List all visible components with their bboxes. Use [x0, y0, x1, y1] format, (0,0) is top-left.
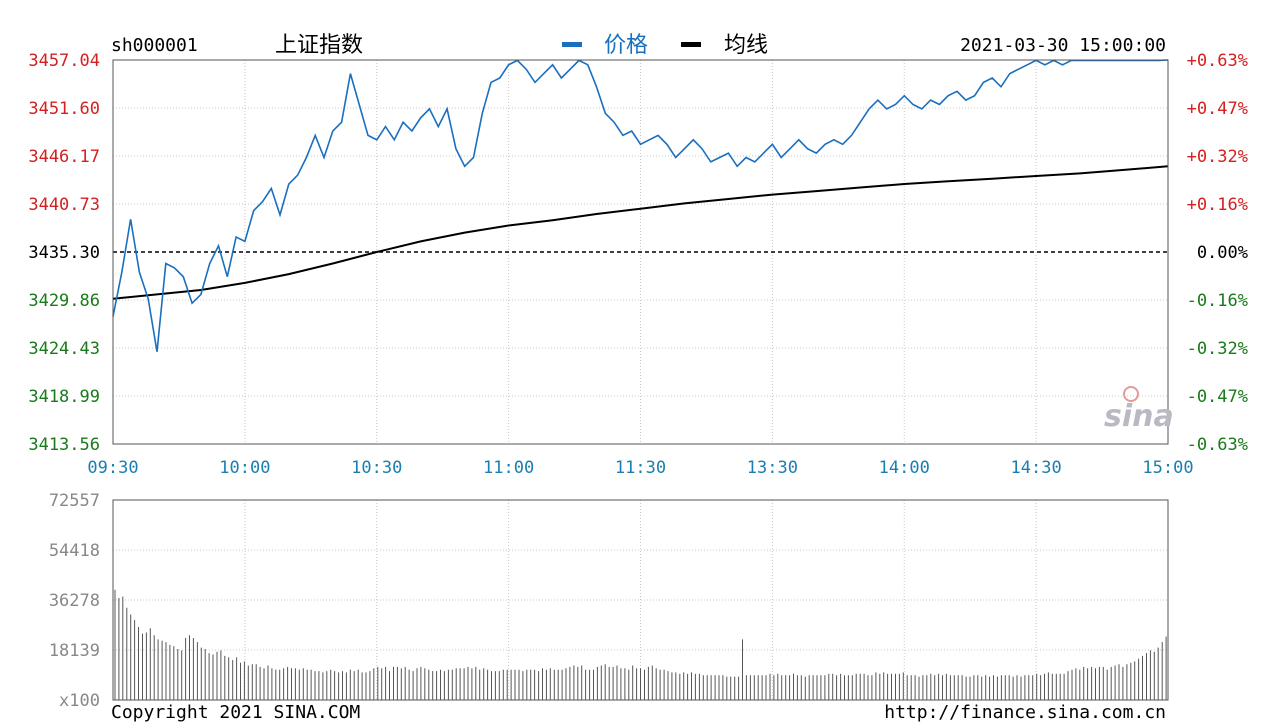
time-axis-labels: 09:30 10:00 10:30 11:00 11:30 13:30 14:00 14:30… [87, 458, 1193, 478]
x-tick: 09:30 [87, 458, 138, 478]
sina-eye-icon [1123, 386, 1139, 402]
volume-tick: 54418 [49, 541, 100, 561]
y-tick-right: +0.32% [1187, 147, 1248, 167]
x-tick: 13:30 [747, 458, 798, 478]
x-tick: 11:00 [483, 458, 534, 478]
x-tick: 10:30 [351, 458, 402, 478]
y-tick-left: 3435.30 [28, 243, 100, 263]
datetime-label: 2021-03-30 15:00:00 [960, 35, 1166, 56]
y-tick-right: -0.47% [1187, 387, 1248, 407]
legend-avg-swatch [681, 42, 701, 47]
sina-logo: sina [1104, 386, 1174, 434]
legend-price-swatch [562, 42, 582, 47]
y-tick-right: -0.32% [1187, 339, 1248, 359]
y-tick-left: 3440.73 [28, 195, 100, 215]
y-tick-right: +0.16% [1187, 195, 1248, 215]
volume-grid [113, 500, 1168, 700]
y-tick-left: 3418.99 [28, 387, 100, 407]
y-tick-left: 3446.17 [28, 147, 100, 167]
volume-tick: 36278 [49, 591, 100, 611]
price-panel-border [112, 59, 1169, 445]
x-tick: 10:00 [219, 458, 270, 478]
y-tick-left: 3451.60 [28, 99, 100, 119]
price-panel: 3457.04 3451.60 3446.17 3440.73 3435.30 3429.… [28, 51, 1248, 478]
y-tick-left: 3429.86 [28, 291, 100, 311]
stock-code: sh000001 [111, 35, 198, 56]
volume-tick: 18139 [49, 641, 100, 661]
index-name: 上证指数 [275, 33, 363, 58]
legend-avg-label: 均线 [724, 33, 768, 58]
y-tick-right: -0.16% [1187, 291, 1248, 311]
volume-tick: x100 [59, 691, 100, 711]
x-tick: 15:00 [1142, 458, 1193, 478]
y-tick-right: +0.63% [1187, 51, 1248, 71]
volume-tick: 72557 [49, 491, 100, 511]
source-url: http://finance.sina.com.cn [884, 702, 1166, 723]
copyright-text: Copyright 2021 SINA.COM [111, 702, 360, 723]
sina-watermark: sina [1104, 399, 1174, 434]
volume-panel: 72557 54418 36278 18139 x100 [49, 491, 1169, 711]
volume-panel-border [112, 499, 1169, 701]
price-line [112, 59, 1169, 352]
x-tick: 14:00 [879, 458, 930, 478]
y-tick-right: -0.63% [1187, 435, 1248, 455]
x-tick: 14:30 [1011, 458, 1062, 478]
y-tick-right: 0.00% [1197, 243, 1248, 263]
right-axis-labels: +0.63% +0.47% +0.32% +0.16% 0.00% -0.16% -0.32… [1187, 51, 1248, 455]
y-tick-left: 3424.43 [28, 339, 100, 359]
y-tick-left: 3413.56 [28, 435, 100, 455]
average-line [112, 165, 1169, 300]
left-axis-labels: 3457.04 3451.60 3446.17 3440.73 3435.30 3429.… [28, 51, 100, 455]
volume-bars [114, 589, 1167, 700]
volume-axis-labels: 72557 54418 36278 18139 x100 [49, 491, 100, 711]
legend-price-label: 价格 [604, 33, 648, 58]
y-tick-left: 3457.04 [28, 51, 100, 71]
x-tick: 11:30 [615, 458, 666, 478]
y-tick-right: +0.47% [1187, 99, 1248, 119]
